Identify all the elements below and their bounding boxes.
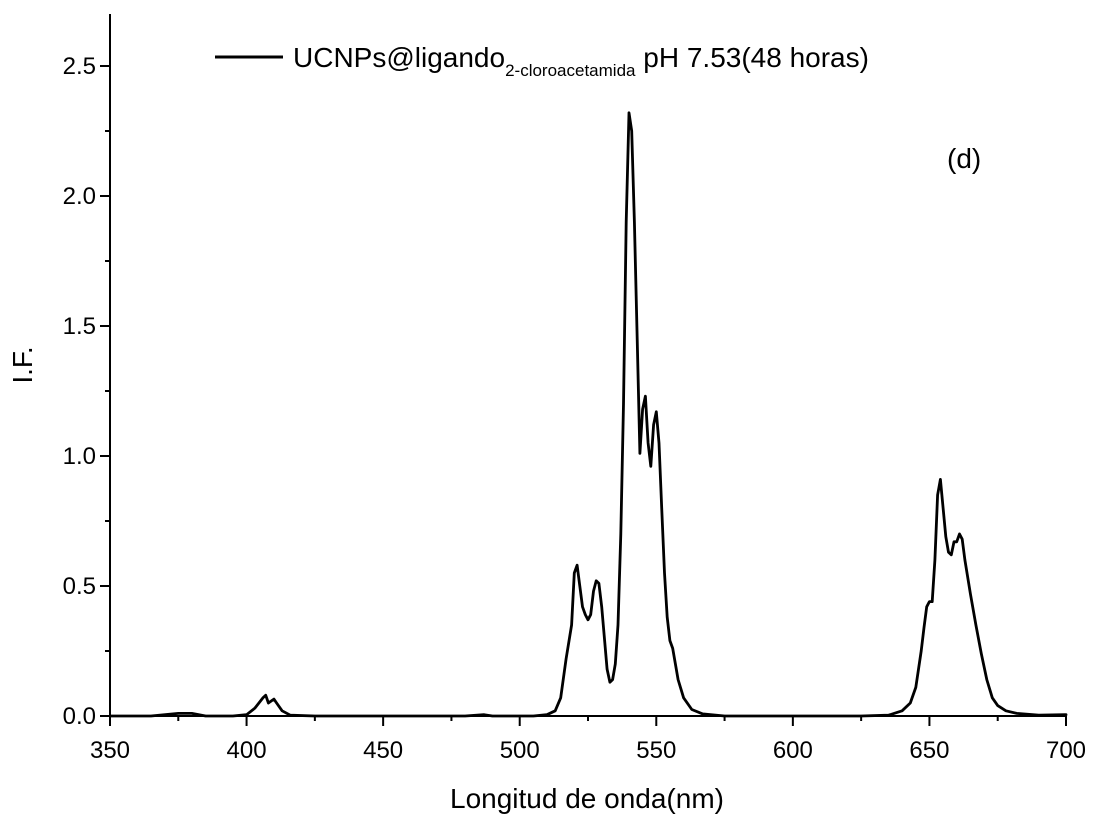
panel-annotation: (d): [947, 143, 981, 174]
y-tick-label: 2.0: [63, 183, 96, 210]
x-tick-label: 400: [227, 737, 267, 764]
legend-series-name: UCNPs@ligando: [293, 42, 505, 73]
axes: [109, 14, 1066, 717]
ticks: 350 400 450 500 550 600 650 700 0.0 0.5 1.0 1.5 2.0 2…: [63, 53, 1086, 764]
legend-label: UCNPs@ligando2-cloroacetamida pH 7.53(48…: [293, 42, 869, 80]
x-tick-label: 450: [363, 737, 403, 764]
y-tick-label: 0.0: [63, 703, 96, 730]
series-line: [108, 111, 1068, 718]
y-tick-label: 2.5: [63, 53, 96, 80]
y-tick-label: 1.0: [63, 443, 96, 470]
x-tick-label: 700: [1046, 737, 1086, 764]
x-tick-label: 500: [500, 737, 540, 764]
legend: UCNPs@ligando2-cloroacetamida pH 7.53(48…: [215, 42, 869, 80]
y-axis-title: I.F.: [7, 346, 38, 383]
series-layer: [108, 111, 1068, 718]
x-tick-label: 650: [909, 737, 949, 764]
x-tick-label: 600: [773, 737, 813, 764]
legend-series-suffix: pH 7.53(48 horas): [635, 42, 868, 73]
y-tick-label: 0.5: [63, 573, 96, 600]
legend-series-subscript: 2-cloroacetamida: [505, 61, 636, 80]
x-tick-label: 350: [90, 737, 130, 764]
x-tick-label: 550: [636, 737, 676, 764]
y-tick-label: 1.5: [63, 313, 96, 340]
x-axis-title: Longitud de onda(nm): [450, 783, 724, 814]
